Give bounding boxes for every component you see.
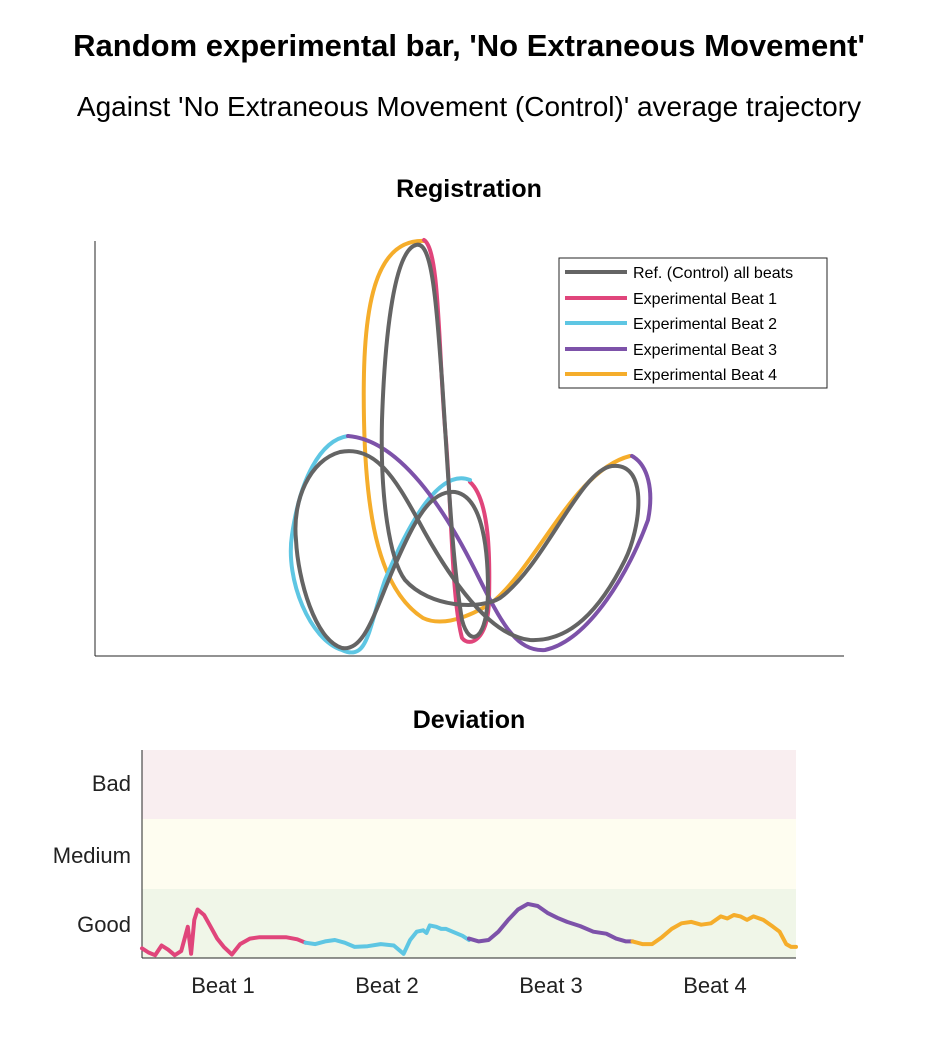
x-tick-beat4: Beat 4 [683,973,747,998]
deviation-series-beat1 [140,907,308,958]
deviation-series-beat3 [467,901,635,944]
figure-subtitle: Against 'No Extraneous Movement (Control… [76,91,862,122]
band-bad [142,750,796,819]
band-label-bad: Bad [92,771,131,796]
x-tick-beat2: Beat 2 [355,973,419,998]
legend-label-beat4: Experimental Beat 4 [633,367,777,384]
trajectory-reference [293,242,641,651]
deviation-lines [140,901,798,958]
band-medium [142,819,796,889]
x-tick-beat3: Beat 3 [519,973,583,998]
deviation-series-beat4 [630,913,798,949]
x-tick-beat1: Beat 1 [191,973,255,998]
band-label-medium: Medium [53,843,131,868]
deviation-title: Deviation [412,706,526,734]
band-label-good: Good [77,912,131,937]
legend-label-beat2: Experimental Beat 2 [633,316,777,333]
deviation-series-beat2 [303,923,471,956]
trajectory-beat3 [346,434,653,653]
legend-label-beat3: Experimental Beat 3 [633,342,777,359]
deviation-plot: Bad Medium Good Beat 1 Beat 2 Beat 3 Bea… [53,750,798,998]
registration-plot: Ref. (Control) all beats Experimental Be… [94,238,844,657]
registration-legend: Ref. (Control) all beats Experimental Be… [558,257,828,389]
trajectory-beat4-left-loop [361,238,632,624]
legend-label-reference: Ref. (Control) all beats [633,265,793,282]
registration-title: Registration [396,175,542,203]
figure-title: Random experimental bar, 'No Extraneous … [73,28,865,63]
legend-label-beat1: Experimental Beat 1 [633,291,777,308]
